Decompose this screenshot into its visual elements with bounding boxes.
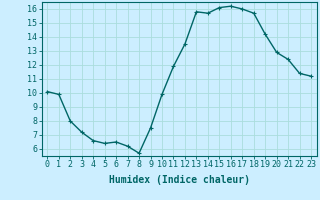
X-axis label: Humidex (Indice chaleur): Humidex (Indice chaleur): [109, 175, 250, 185]
